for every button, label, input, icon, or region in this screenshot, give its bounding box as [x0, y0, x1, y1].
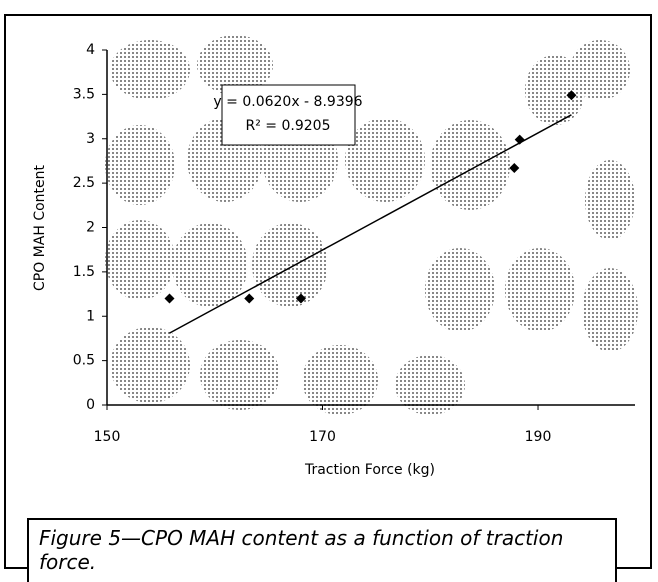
x-tick-label: 150	[94, 429, 121, 445]
data-point	[295, 293, 306, 304]
y-tick-label: 3.5	[73, 86, 95, 102]
x-tick-label: 190	[525, 429, 552, 445]
equation-box	[221, 84, 356, 146]
x-tick-label: 170	[309, 429, 336, 445]
data-point	[509, 163, 520, 174]
y-tick-label: 3	[86, 131, 95, 147]
y-tick-label: 2	[86, 220, 95, 236]
y-tick-label: 4	[86, 42, 95, 58]
equation: y = 0.0620x - 8.9396	[213, 94, 362, 110]
y-tick-label: 0	[86, 397, 95, 413]
data-point	[244, 293, 255, 304]
background-texture	[105, 35, 638, 415]
x-axis-title: Traction Force (kg)	[304, 462, 435, 478]
data-point	[514, 134, 525, 145]
caption: Figure 5—CPO MAH content as a function o…	[27, 518, 617, 582]
y-tick-label: 1.5	[73, 264, 95, 280]
data-point	[566, 90, 577, 101]
y-tick-label: 0.5	[73, 353, 95, 369]
y-tick-label: 2.5	[73, 175, 95, 191]
y-tick-label: 1	[86, 308, 95, 324]
data-point	[164, 293, 175, 304]
r-squared: R² = 0.9205	[246, 118, 331, 134]
trendline	[169, 114, 572, 334]
y-axis-title: CPO MAH Content	[32, 164, 48, 291]
